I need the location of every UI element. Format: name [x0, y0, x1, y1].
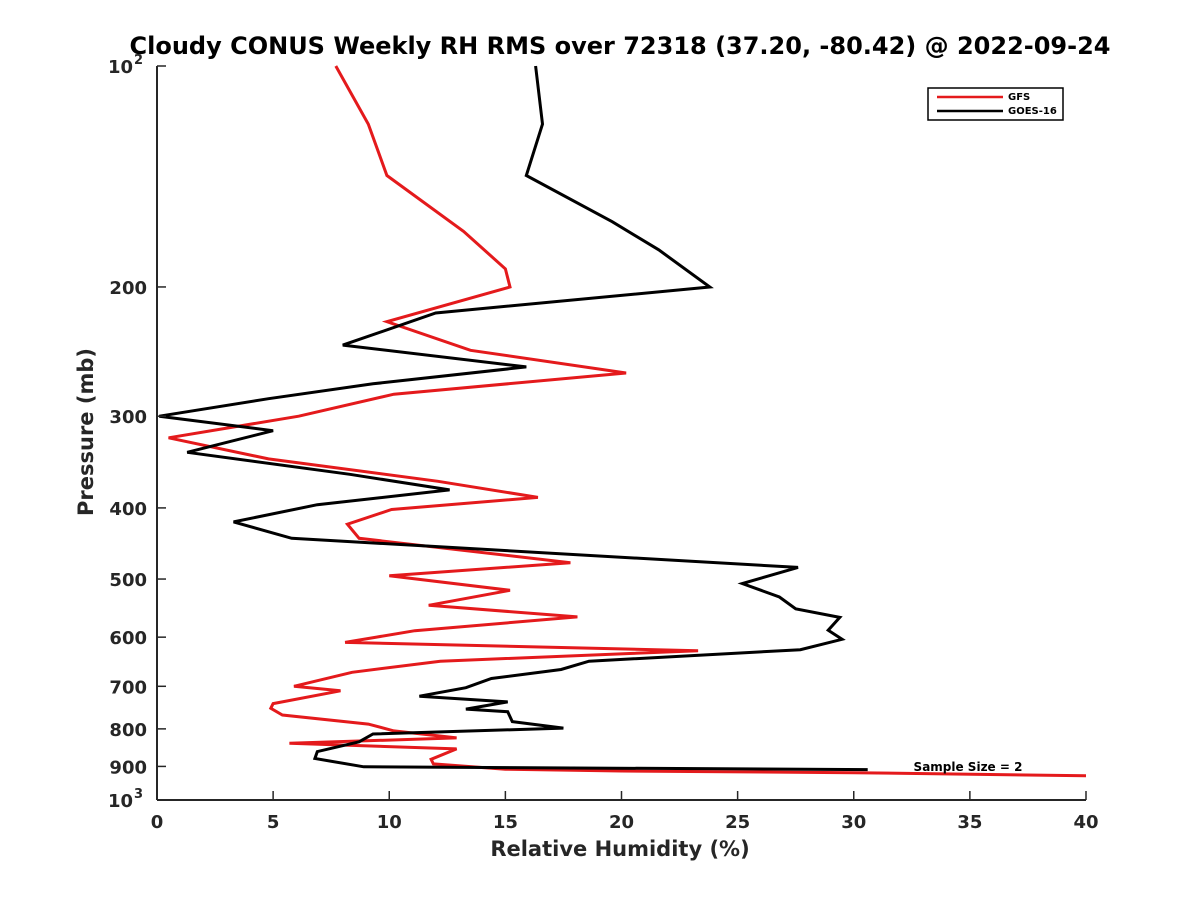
x-tick-label: 20: [609, 812, 634, 833]
sample-size-annotation: Sample Size = 2: [914, 760, 1023, 774]
x-axis-label: Relative Humidity (%): [490, 837, 749, 861]
y-tick-label: 700: [109, 677, 147, 698]
series-layer: [159, 65, 1086, 778]
x-tick-label: 30: [841, 812, 866, 833]
y-tick-label: 400: [109, 499, 147, 520]
y-tick-label: 600: [109, 628, 147, 649]
y-tick-label: 200: [109, 278, 147, 299]
plot-background: [157, 66, 1086, 800]
legend-label-gfs: GFS: [1008, 92, 1030, 103]
x-tick-label: 40: [1073, 812, 1098, 833]
series-line-goes16: [159, 65, 868, 772]
y-tick-label: 500: [109, 570, 147, 591]
legend-box: [927, 87, 1064, 121]
x-tick-label: 0: [151, 812, 164, 833]
series-line-gfs: [168, 65, 1086, 778]
x-tick-label: 5: [267, 812, 280, 833]
legend: GFS GOES-16: [927, 87, 1064, 121]
y-tick-label: 300: [109, 407, 147, 428]
y-tick-exponent: 3: [134, 787, 143, 802]
y-tick-exponent: 2: [134, 53, 143, 68]
y-tick-label: 900: [109, 757, 147, 778]
y-axis-label: Pressure (mb): [74, 348, 98, 516]
x-tick-label: 25: [725, 812, 750, 833]
y-tick-label: 10: [108, 791, 133, 812]
y-tick-label: 10: [108, 57, 133, 78]
x-tick-label: 35: [957, 812, 982, 833]
y-tick-label: 800: [109, 720, 147, 741]
x-tick-label: 10: [377, 812, 402, 833]
x-tick-label: 15: [493, 812, 518, 833]
legend-label-goes16: GOES-16: [1008, 106, 1057, 117]
chart-title: Cloudy CONUS Weekly RH RMS over 72318 (3…: [130, 32, 1111, 60]
